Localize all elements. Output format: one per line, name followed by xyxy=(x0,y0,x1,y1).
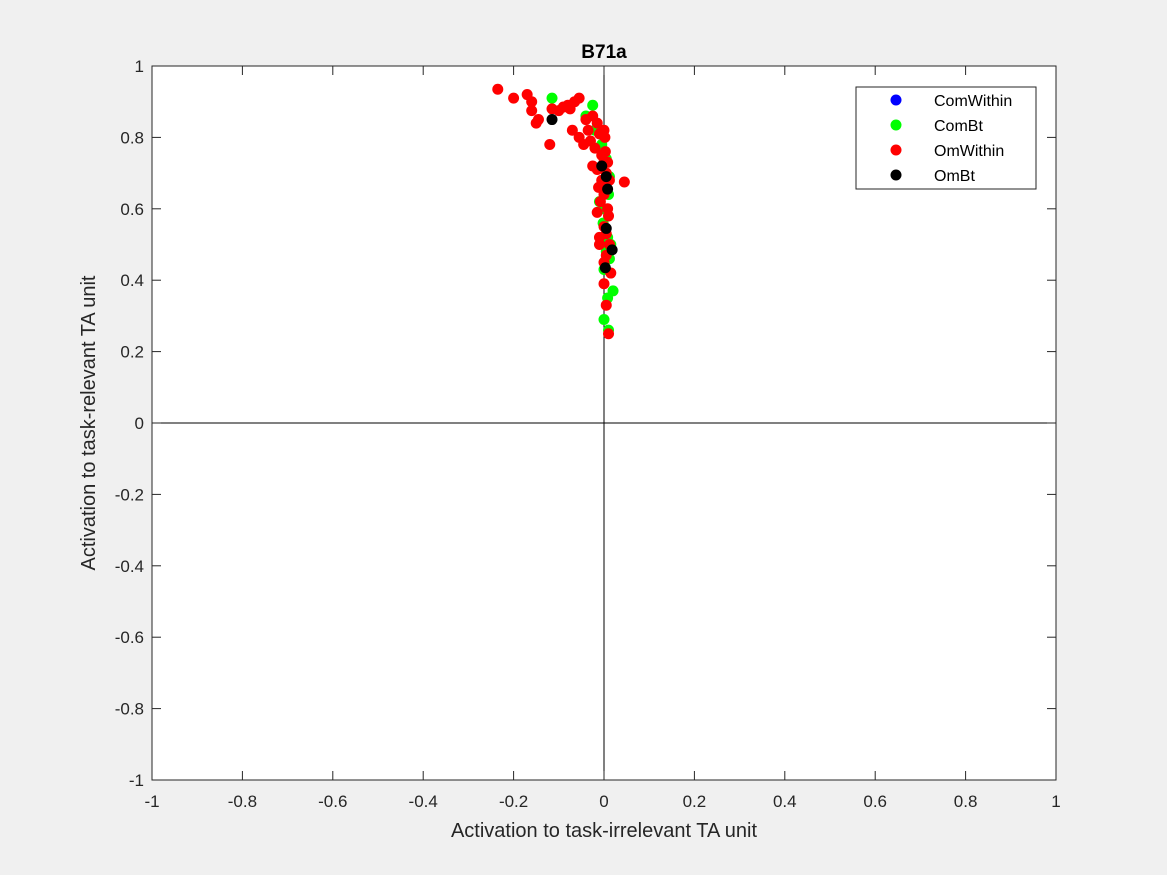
point-omwithin-22 xyxy=(591,117,603,129)
point-omwithin-14 xyxy=(573,92,585,104)
point-omwithin-15 xyxy=(566,124,578,136)
chart-title: B71a xyxy=(581,42,627,63)
point-omwithin-53 xyxy=(599,146,611,158)
y-tick-label: -0.2 xyxy=(115,485,144,504)
y-tick-label: 0.2 xyxy=(120,343,144,362)
point-ombt-5 xyxy=(606,244,618,256)
y-tick-label: 0.8 xyxy=(120,128,144,147)
x-tick-label: 0 xyxy=(599,792,608,811)
x-axis-label: Activation to task-irrelevant TA unit xyxy=(451,820,758,842)
point-omwithin-49 xyxy=(598,278,610,290)
point-ombt-2 xyxy=(600,171,612,183)
point-omwithin-40 xyxy=(603,210,615,222)
point-combt-1 xyxy=(587,99,599,111)
point-omwithin-0 xyxy=(492,83,504,95)
point-ombt-0 xyxy=(546,114,558,126)
y-tick-label: -0.6 xyxy=(115,628,144,647)
y-tick-label: 0.4 xyxy=(120,271,144,290)
point-omwithin-3 xyxy=(526,96,538,108)
x-tick-label: -0.4 xyxy=(409,792,438,811)
legend-box xyxy=(855,86,1037,190)
point-omwithin-25 xyxy=(599,131,611,143)
y-tick-label: 0 xyxy=(135,414,144,433)
point-ombt-3 xyxy=(602,183,614,195)
legend: ComWithin ComBt OmWithin OmBt xyxy=(855,86,1037,190)
legend-label-combt: ComBt xyxy=(934,118,983,135)
x-tick-label: -1 xyxy=(144,792,159,811)
legend-label-omwithin: OmWithin xyxy=(934,143,1004,160)
point-omwithin-50 xyxy=(600,299,612,311)
y-tick-label: -1 xyxy=(129,771,144,790)
x-tick-label: 0.6 xyxy=(863,792,887,811)
point-omwithin-4 xyxy=(526,105,538,117)
x-tick-label: 0.2 xyxy=(683,792,707,811)
legend-marker-ombt xyxy=(890,169,902,181)
point-ombt-1 xyxy=(596,160,608,172)
point-omwithin-45 xyxy=(593,239,605,250)
point-omwithin-19 xyxy=(582,124,594,136)
legend-marker-omwithin xyxy=(890,144,902,156)
point-ombt-6 xyxy=(599,262,611,274)
data-points xyxy=(492,83,630,340)
point-omwithin-51 xyxy=(603,328,615,340)
point-omwithin-1 xyxy=(508,92,520,104)
x-tick-label: -0.8 xyxy=(228,792,257,811)
point-omwithin-37 xyxy=(594,196,606,208)
legend-marker-combt xyxy=(890,119,902,131)
x-tick-label: 0.4 xyxy=(773,792,797,811)
axis-ticks: -1 -0.8 -0.6 -0.4 -0.2 0 0.2 0.4 0.6 0.8 1 -1 -0.8 -0… xyxy=(115,57,1061,811)
legend-label-comwithin: ComWithin xyxy=(934,93,1012,110)
point-omwithin-26 xyxy=(589,142,601,154)
y-axis-label: Activation to task-relevant TA unit xyxy=(78,275,100,570)
point-combt-16 xyxy=(598,313,610,325)
y-tick-label: 1 xyxy=(135,57,144,76)
legend-label-ombt: OmBt xyxy=(934,168,975,185)
point-combt-0 xyxy=(546,92,558,104)
y-tick-label: -0.8 xyxy=(115,700,144,719)
legend-marker-comwithin xyxy=(890,94,902,106)
y-tick-label: -0.4 xyxy=(115,557,144,576)
point-omwithin-39 xyxy=(591,206,603,218)
point-ombt-4 xyxy=(600,222,612,234)
x-tick-label: 1 xyxy=(1051,792,1060,811)
x-tick-label: -0.6 xyxy=(318,792,347,811)
point-omwithin-7 xyxy=(544,139,556,151)
y-tick-label: 0.6 xyxy=(120,200,144,219)
point-omwithin-34 xyxy=(618,176,630,188)
point-omwithin-6 xyxy=(530,117,542,129)
x-tick-label: -0.2 xyxy=(499,792,528,811)
axes-box xyxy=(151,65,1057,781)
x-tick-label: 0.8 xyxy=(954,792,978,811)
